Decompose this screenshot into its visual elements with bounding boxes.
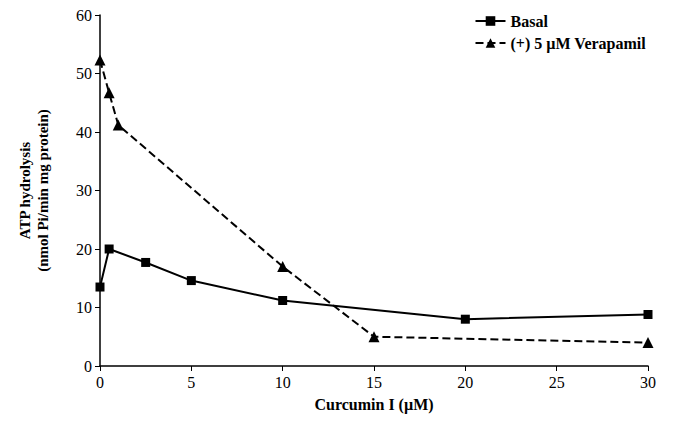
svg-text:0: 0 — [96, 374, 104, 391]
svg-text:5: 5 — [187, 374, 195, 391]
svg-text:25: 25 — [549, 374, 565, 391]
svg-text:Curcumin I (µM): Curcumin I (µM) — [314, 396, 433, 414]
svg-text:40: 40 — [76, 124, 92, 141]
svg-text:Basal: Basal — [511, 13, 549, 30]
svg-text:50: 50 — [76, 65, 92, 82]
svg-text:0: 0 — [84, 358, 92, 375]
svg-text:10: 10 — [275, 374, 291, 391]
svg-text:15: 15 — [366, 374, 382, 391]
svg-text:20: 20 — [76, 241, 92, 258]
svg-text:(nmol Pi/min mg protein): (nmol Pi/min mg protein) — [35, 109, 52, 272]
svg-text:20: 20 — [457, 374, 473, 391]
svg-text:(+) 5 µM Verapamil: (+) 5 µM Verapamil — [511, 35, 647, 53]
svg-text:60: 60 — [76, 7, 92, 24]
svg-text:30: 30 — [76, 182, 92, 199]
svg-text:ATP hydrolysis: ATP hydrolysis — [17, 142, 33, 240]
svg-text:10: 10 — [76, 299, 92, 316]
svg-text:30: 30 — [640, 374, 656, 391]
